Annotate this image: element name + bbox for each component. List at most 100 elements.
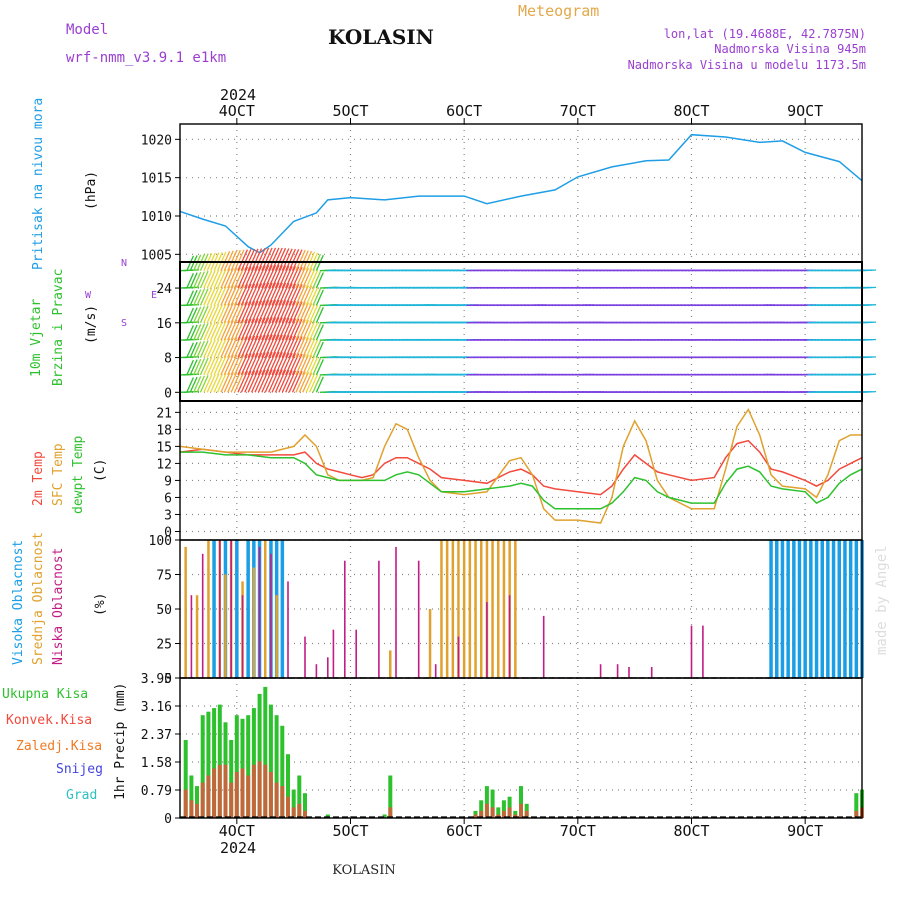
- wind-barb: [281, 335, 293, 358]
- panel-frame: [179, 123, 863, 263]
- total-precip-bar: [325, 814, 330, 818]
- wind-barb: [193, 376, 202, 393]
- wind-barb: [261, 299, 273, 324]
- wind-barb: [302, 303, 313, 324]
- wind-barb: [261, 247, 273, 271]
- mid-cloud-bar: [514, 540, 517, 678]
- wind-barb: [257, 334, 270, 358]
- wind-barb: [278, 248, 290, 271]
- high-cloud-bar: [809, 540, 813, 678]
- wind-barb: [291, 336, 303, 358]
- wind-barb: [861, 286, 877, 289]
- convective-precip-bar: [484, 803, 489, 818]
- total-precip-bar: [297, 775, 302, 818]
- wind-barb: [295, 249, 306, 271]
- mid-cloud-bar: [195, 595, 199, 678]
- wind-barb: [240, 249, 252, 271]
- wind-barb: [183, 390, 200, 393]
- wind-barb: [203, 339, 213, 358]
- y-tick-label: 18: [156, 423, 172, 438]
- wind-barb: [193, 341, 202, 358]
- wind-barb: [247, 318, 259, 341]
- y-tick-label: 1010: [141, 210, 172, 225]
- temp-dewpt-line: [180, 451, 863, 510]
- wind-barb: [861, 321, 877, 324]
- wind-barb: [305, 303, 316, 324]
- legend-freezing: Zaledj.Kisa: [16, 739, 102, 754]
- wind-barb: [186, 377, 194, 393]
- convective-precip-bar: [479, 810, 484, 818]
- wind-barb: [244, 248, 256, 271]
- convective-precip-bar: [286, 796, 290, 818]
- y-tick-label: 8: [164, 352, 172, 367]
- low-cloud-bar: [315, 664, 318, 678]
- high-cloud-bar: [769, 540, 773, 678]
- wind-barb: [281, 300, 293, 324]
- wind-barb: [196, 358, 205, 376]
- wind-barb: [210, 339, 220, 358]
- wind-barb: [206, 339, 216, 358]
- high-cloud-bar: [797, 540, 802, 678]
- wind-barb: [220, 320, 231, 341]
- wind-barb: [199, 270, 209, 289]
- wind-barb: [183, 338, 200, 341]
- high-cloud-bar: [843, 540, 847, 678]
- wind-barb: [193, 306, 202, 324]
- wind-barb: [288, 318, 300, 341]
- wind-title-1: 10m Vjetar: [29, 299, 44, 377]
- total-precip-bar: [183, 740, 188, 818]
- wind-barb: [244, 353, 256, 376]
- wind-barb: [230, 249, 241, 271]
- low-cloud-bar: [190, 595, 193, 678]
- wind-barb: [261, 264, 273, 289]
- wind-barb: [189, 255, 198, 271]
- wind-barb: [254, 282, 266, 306]
- high-cloud-bar: [775, 540, 779, 678]
- legend-graupel: Grad: [66, 788, 97, 803]
- y-tick-label: 9: [164, 474, 172, 489]
- convective-precip-bar: [223, 764, 228, 818]
- legend-snow: Snijeg: [56, 762, 103, 777]
- convective-precip-bar: [189, 800, 194, 818]
- wind-barb: [264, 334, 277, 358]
- wind-barb: [227, 319, 238, 341]
- y-tick-label: 12: [156, 457, 172, 472]
- wind-barb: [251, 335, 263, 358]
- wind-barb: [233, 249, 245, 271]
- wind-unit: (m/s): [84, 305, 99, 344]
- mid-cloud-bar: [451, 540, 455, 678]
- high-cloud-bar: [803, 540, 807, 678]
- wind-barb: [861, 356, 877, 359]
- wind-barb: [223, 320, 234, 341]
- wind-barb: [257, 282, 270, 306]
- convective-precip-bar: [263, 764, 268, 818]
- wind-barb: [244, 335, 256, 358]
- wind-barb: [305, 269, 316, 289]
- mid-cloud-bar: [502, 540, 506, 678]
- low-cloud-bar: [542, 615, 545, 678]
- wind-barb: [271, 317, 283, 341]
- wind-barb: [216, 286, 227, 306]
- wind-barb: [223, 337, 234, 358]
- wind-barb: [261, 282, 273, 306]
- wind-barb: [274, 334, 287, 358]
- wind-barb: [220, 303, 231, 324]
- wind-barb: [216, 355, 227, 376]
- wind-barb: [189, 289, 198, 306]
- wind-barb: [288, 266, 300, 289]
- y-tick-label: 3.95: [141, 672, 172, 687]
- wind-barb: [261, 334, 273, 358]
- wind-barb: [264, 264, 277, 289]
- convective-precip-bar: [183, 789, 188, 818]
- convective-precip-bar: [195, 803, 199, 818]
- low-cloud-bar: [434, 664, 437, 678]
- wind-barb: [278, 265, 290, 289]
- wind-barb: [254, 334, 266, 358]
- wind-barb: [196, 288, 205, 306]
- x-tick-label-bottom: 9OCT: [787, 822, 823, 840]
- wind-title-2: Brzina i Pravac: [51, 269, 66, 386]
- mid-cloud-bar: [468, 540, 472, 678]
- wind-barb: [251, 317, 263, 341]
- wind-barb: [312, 358, 321, 376]
- wind-barb: [223, 267, 234, 289]
